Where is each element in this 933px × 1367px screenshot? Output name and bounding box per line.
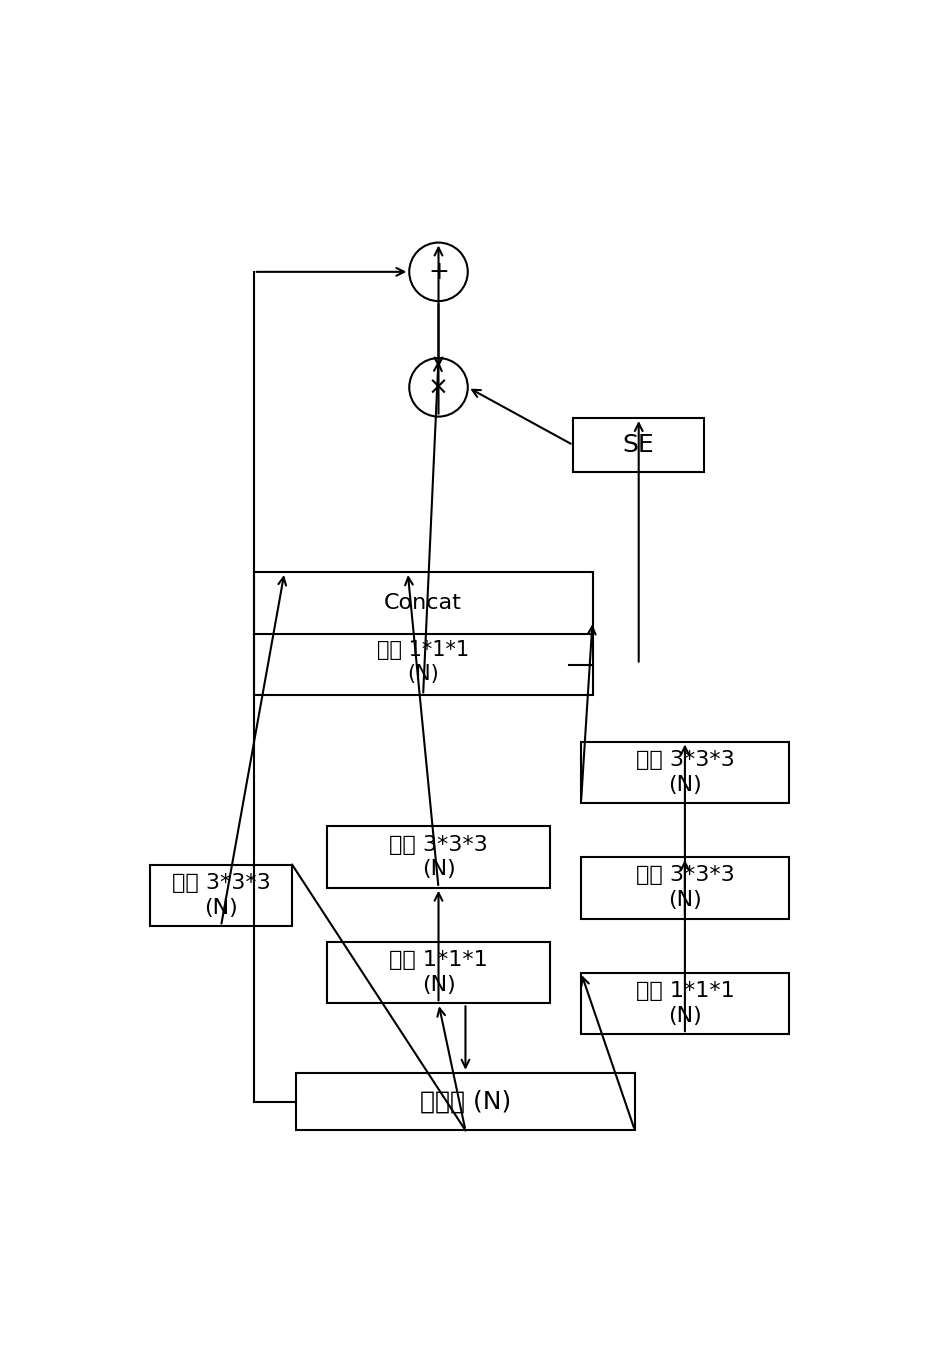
Text: ×: × (428, 376, 449, 399)
Bar (581, 972, 789, 1035)
Text: 卷积 3*3*3
(N): 卷积 3*3*3 (N) (172, 874, 271, 917)
Text: +: + (428, 260, 449, 284)
Bar (581, 741, 789, 804)
Text: 卷积 1*1*1
(N): 卷积 1*1*1 (N) (635, 982, 734, 1025)
Text: 卷积 1*1*1
(N): 卷积 1*1*1 (N) (389, 950, 488, 995)
Bar (296, 1073, 634, 1131)
Bar (327, 826, 550, 887)
Text: SE: SE (623, 433, 655, 457)
Bar (150, 865, 292, 927)
Text: 卷积 3*3*3
(N): 卷积 3*3*3 (N) (635, 750, 734, 794)
Bar (327, 942, 550, 1003)
Text: 卷积 3*3*3
(N): 卷积 3*3*3 (N) (389, 835, 488, 879)
Text: Concat: Concat (384, 593, 462, 612)
Text: 卷积 1*1*1
(N): 卷积 1*1*1 (N) (377, 640, 469, 685)
Text: 输入层 (N): 输入层 (N) (420, 1089, 511, 1114)
Bar (581, 857, 789, 919)
Bar (254, 573, 592, 696)
Text: 卷积 3*3*3
(N): 卷积 3*3*3 (N) (635, 865, 734, 910)
Bar (573, 418, 704, 472)
